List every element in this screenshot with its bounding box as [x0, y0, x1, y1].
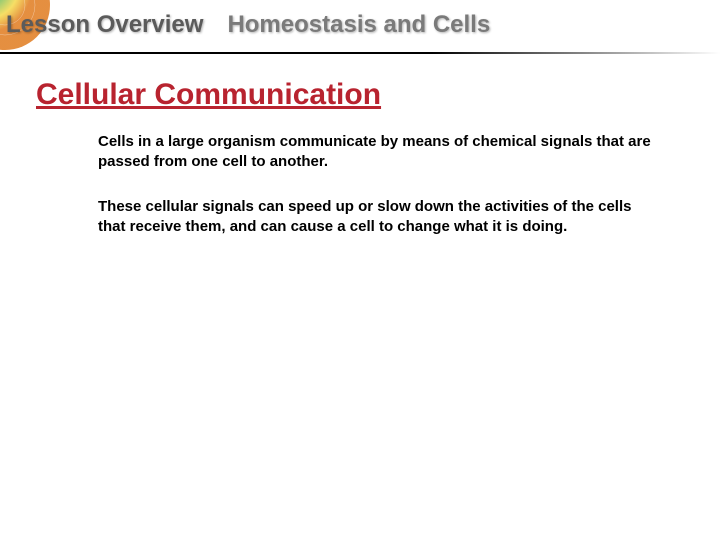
lesson-overview-label: Lesson Overview	[6, 11, 203, 39]
paragraph-1: Cells in a large organism communicate by…	[98, 132, 658, 173]
section-title: Cellular Communication	[36, 78, 684, 112]
header-bar: Lesson Overview Homeostasis and Cells	[0, 0, 720, 50]
lesson-topic-label: Homeostasis and Cells	[227, 11, 490, 39]
paragraph-2: These cellular signals can speed up or s…	[98, 197, 658, 238]
content-area: Cellular Communication Cells in a large …	[0, 54, 720, 237]
